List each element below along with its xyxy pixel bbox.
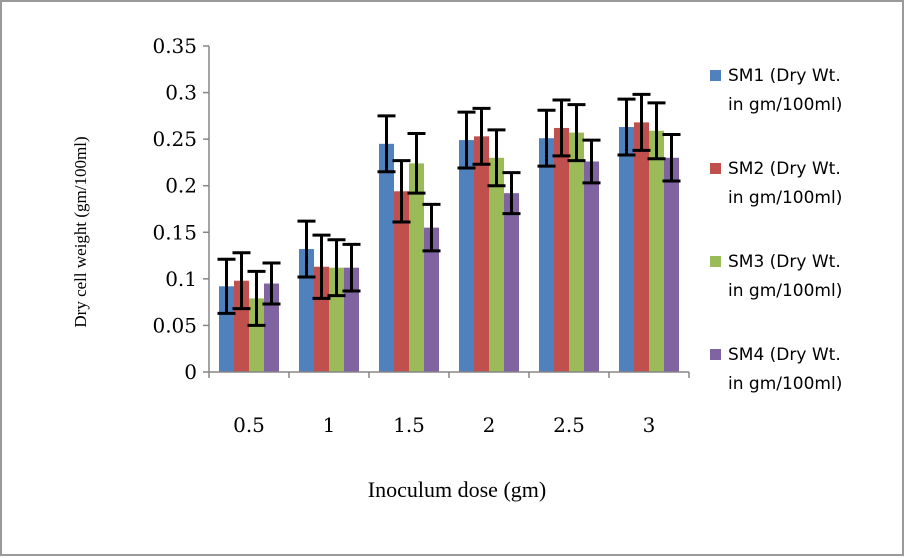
x-tick-label: 0.5 (233, 413, 265, 437)
bar-series2-cat5 (554, 127, 569, 372)
bar-series2-cat2 (314, 266, 329, 372)
bar-series3-cat2 (329, 267, 344, 372)
legend-swatch-series1 (710, 70, 721, 81)
x-tick-label: 1.5 (393, 413, 425, 437)
y-tick-label: 0.15 (152, 220, 197, 244)
bar-series2-cat6 (634, 122, 649, 373)
bar-series4-cat6 (664, 157, 679, 372)
legend-label-series2-line1: SM2 (Dry Wt. (728, 159, 841, 179)
y-tick-label: 0 (184, 360, 197, 384)
error-bars-layer (217, 92, 681, 327)
bar-series4-cat3 (424, 227, 439, 372)
y-tick-label: 0.1 (165, 267, 197, 291)
bar-series1-cat1 (219, 286, 234, 372)
bar-series4-cat1 (264, 283, 279, 372)
bar-series3-cat3 (409, 163, 424, 372)
bar-series1-cat6 (619, 127, 634, 372)
legend-label-series2-line2: in gm/100ml) (728, 188, 842, 208)
x-tick-label: 2.5 (553, 413, 585, 437)
y-tick-label: 0.2 (165, 174, 197, 198)
x-tick-label: 1 (323, 413, 336, 437)
x-axis-title: Inoculum dose (gm) (368, 477, 546, 502)
legend-label-series3-line1: SM3 (Dry Wt. (728, 252, 841, 272)
bars-layer (219, 122, 679, 373)
bar-series4-cat5 (584, 161, 599, 372)
bar-series2-cat4 (474, 136, 489, 372)
x-tick-label: 2 (483, 413, 496, 437)
y-tick-label: 0.35 (152, 34, 197, 58)
y-tick-labels: 0 0.05 0.1 0.15 0.2 0.25 0.3 0.35 (152, 34, 197, 384)
bar-series3-cat1 (249, 298, 264, 372)
legend-label-series4-line2: in gm/100ml) (728, 374, 842, 394)
legend-swatch-series4 (710, 349, 721, 360)
legend-label-series3-line2: in gm/100ml) (728, 281, 842, 301)
bar-series1-cat4 (459, 140, 474, 372)
legend: SM1 (Dry Wt. in gm/100ml) SM2 (Dry Wt. in g… (710, 66, 842, 394)
y-tick-label: 0.25 (152, 127, 197, 151)
y-tick-label: 0.3 (165, 81, 197, 105)
bar-series3-cat5 (569, 132, 584, 372)
bar-series1-cat3 (379, 143, 394, 372)
bar-series1-cat5 (539, 138, 554, 372)
bar-series2-cat3 (394, 191, 409, 372)
y-axis-title: Dry cell weight (gm/100ml) (71, 136, 90, 327)
bar-series1-cat2 (299, 249, 314, 372)
legend-swatch-series2 (710, 163, 721, 174)
y-tick-label: 0.05 (152, 313, 197, 337)
bar-series2-cat1 (234, 280, 249, 372)
legend-label-series1-line2: in gm/100ml) (728, 95, 842, 115)
bar-series3-cat6 (649, 130, 664, 372)
x-tick-label: 3 (643, 413, 656, 437)
legend-swatch-series3 (710, 256, 721, 267)
x-tick-labels: 0.5 1 1.5 2 2.5 3 (233, 413, 655, 437)
legend-label-series4-line1: SM4 (Dry Wt. (728, 345, 841, 365)
bar-series3-cat4 (489, 157, 504, 372)
legend-label-series1-line1: SM1 (Dry Wt. (728, 66, 841, 86)
bar-series4-cat4 (504, 193, 519, 372)
bar-series4-cat2 (344, 267, 359, 372)
axes-layer (203, 45, 690, 378)
